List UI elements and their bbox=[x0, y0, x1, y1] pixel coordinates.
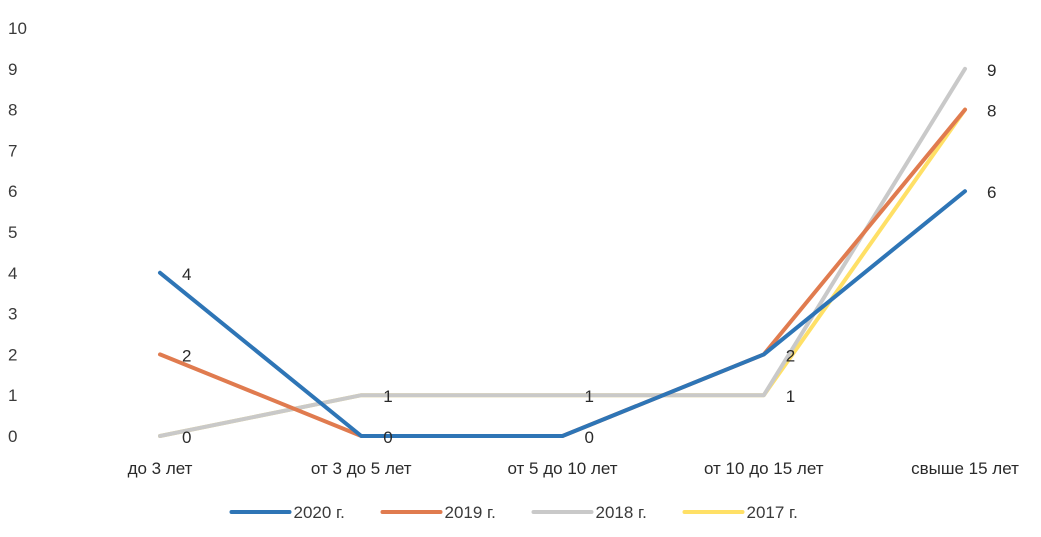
data-label-2: 0 bbox=[182, 428, 191, 447]
data-label-10: 8 bbox=[987, 102, 996, 121]
data-label-11: 6 bbox=[987, 183, 996, 202]
x-category-label-2: от 5 до 10 лет bbox=[507, 459, 617, 478]
series-line-3 bbox=[158, 107, 967, 438]
y-tick-label-10: 10 bbox=[8, 19, 27, 38]
data-label-8: 1 bbox=[786, 387, 795, 406]
series-line-1 bbox=[158, 107, 967, 438]
y-tick-label-7: 7 bbox=[8, 141, 17, 160]
legend-label-0: 2020 г. bbox=[294, 503, 345, 522]
legend-label-2: 2018 г. bbox=[596, 503, 647, 522]
y-tick-label-4: 4 bbox=[8, 264, 17, 283]
y-tick-label-1: 1 bbox=[8, 386, 17, 405]
y-tick-label-9: 9 bbox=[8, 60, 17, 79]
legend-label-1: 2019 г. bbox=[445, 503, 496, 522]
y-tick-label-5: 5 bbox=[8, 223, 17, 242]
x-category-label-0: до 3 лет bbox=[128, 459, 193, 478]
data-label-7: 2 bbox=[786, 346, 795, 365]
series-line-0 bbox=[158, 189, 967, 438]
y-tick-label-8: 8 bbox=[8, 101, 17, 120]
data-label-4: 0 bbox=[383, 428, 392, 447]
x-category-label-3: от 10 до 15 лет bbox=[704, 459, 824, 478]
data-label-9: 9 bbox=[987, 61, 996, 80]
series-lines bbox=[158, 66, 967, 438]
legend-label-3: 2017 г. bbox=[747, 503, 798, 522]
x-axis-categories: до 3 лет от 3 до 5 лет от 5 до 10 лет от 10… bbox=[128, 459, 1020, 478]
data-label-0: 4 bbox=[182, 265, 191, 284]
x-category-label-4: свыше 15 лет bbox=[911, 459, 1019, 478]
data-label-6: 0 bbox=[585, 428, 594, 447]
data-label-1: 2 bbox=[182, 346, 191, 365]
data-labels: 4 2 0 1 0 1 0 2 1 9 8 6 bbox=[182, 61, 996, 447]
series-line-2 bbox=[158, 66, 967, 438]
y-tick-label-6: 6 bbox=[8, 182, 17, 201]
y-tick-label-0: 0 bbox=[8, 427, 17, 446]
data-label-3: 1 bbox=[383, 387, 392, 406]
y-tick-label-3: 3 bbox=[8, 305, 17, 324]
y-tick-label-2: 2 bbox=[8, 345, 17, 364]
data-label-5: 1 bbox=[585, 387, 594, 406]
x-category-label-1: от 3 до 5 лет bbox=[311, 459, 412, 478]
y-axis-ticks: 0 1 2 3 4 5 6 7 8 9 10 bbox=[8, 19, 27, 446]
legend: 2020 г. 2019 г. 2018 г. 2017 г. bbox=[229, 503, 798, 522]
